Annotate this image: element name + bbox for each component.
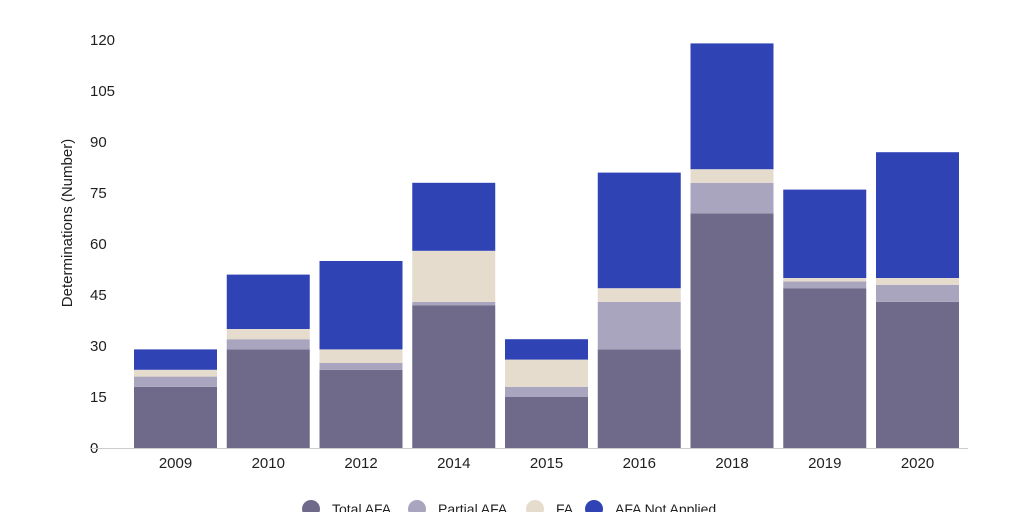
legend-swatch [408, 500, 426, 512]
x-tick-label: 2018 [715, 455, 748, 472]
bar-stack-2018 [690, 43, 774, 448]
legend-swatch [526, 500, 544, 512]
bar-stack-2012 [319, 261, 403, 448]
bar-stack-2014 [412, 182, 496, 448]
bar-segment-total-afa [690, 213, 774, 448]
bar-segment-fa [783, 278, 867, 282]
y-tick-label: 45 [90, 287, 107, 304]
x-tick-label: 2009 [159, 455, 192, 472]
x-tick-label: 2016 [623, 455, 656, 472]
bar-segment-fa [876, 278, 959, 285]
bar-segment-fa [412, 250, 496, 302]
bar-segment-partial-afa [690, 182, 774, 214]
bar-segment-partial-afa [876, 284, 959, 302]
bar-segment-afa-not-applied [319, 261, 403, 350]
legend-swatch [585, 500, 603, 512]
legend-item: AFA Not Applied [585, 500, 716, 512]
y-axis-title: Determinations (Number) [59, 139, 76, 307]
bar-segment-partial-afa [319, 363, 403, 370]
bar-segment-partial-afa [134, 376, 217, 387]
x-tick-label: 2014 [437, 455, 470, 472]
bar-segment-afa-not-applied [690, 43, 774, 170]
x-axis: 2009 2010 2012 2014 2015 2016 2018 2019 2020 [159, 455, 934, 472]
x-tick-label: 2015 [530, 455, 563, 472]
bar-segment-partial-afa [505, 386, 588, 397]
bar-segment-total-afa [597, 349, 681, 448]
bar-segment-afa-not-applied [505, 339, 588, 360]
bar-segment-fa [134, 369, 217, 377]
y-tick-label: 15 [90, 389, 107, 406]
y-tick-label: 30 [90, 338, 107, 355]
bar-segment-fa [597, 288, 681, 302]
legend-label: Total AFA [332, 501, 392, 512]
legend-label: Partial AFA [438, 501, 508, 512]
bar-segment-afa-not-applied [783, 189, 867, 278]
bar-segment-total-afa [134, 386, 217, 448]
x-tick-label: 2010 [252, 455, 285, 472]
bar-segment-afa-not-applied [597, 172, 681, 289]
y-tick-label: 90 [90, 134, 107, 151]
bar-segment-partial-afa [412, 301, 496, 306]
bar-segment-total-afa [505, 397, 588, 448]
legend: Total AFA Partial AFA FA AFA Not Applied [302, 500, 716, 512]
legend-item: Total AFA [302, 500, 392, 512]
bar-stack-2019 [783, 189, 867, 448]
x-tick-label: 2019 [808, 455, 841, 472]
y-tick-label: 75 [90, 185, 107, 202]
legend-swatch [302, 500, 320, 512]
bar-segment-fa [690, 169, 774, 183]
legend-item: FA [526, 500, 574, 512]
legend-label: AFA Not Applied [615, 501, 716, 512]
bar-segment-total-afa [319, 369, 403, 448]
bar-segment-partial-afa [226, 339, 310, 350]
legend-label: FA [556, 501, 574, 512]
bars [134, 43, 959, 448]
bar-stack-2016 [597, 172, 681, 448]
bar-segment-fa [226, 329, 310, 340]
bar-segment-afa-not-applied [226, 274, 310, 329]
bar-segment-fa [505, 359, 588, 387]
bar-segment-total-afa [783, 288, 867, 448]
x-tick-label: 2020 [901, 455, 934, 472]
bar-stack-2020 [876, 152, 959, 448]
bar-stack-2010 [226, 274, 310, 448]
x-tick-label: 2012 [344, 455, 377, 472]
bar-segment-afa-not-applied [412, 182, 496, 251]
bar-stack-2015 [505, 339, 588, 448]
legend-item: Partial AFA [408, 500, 508, 512]
y-tick-label: 105 [90, 83, 115, 100]
bar-segment-afa-not-applied [134, 349, 217, 370]
bar-segment-afa-not-applied [876, 152, 959, 278]
bar-segment-total-afa [226, 349, 310, 448]
bar-stack-2009 [134, 349, 217, 448]
bar-segment-total-afa [876, 301, 959, 448]
y-tick-label: 120 [90, 32, 115, 49]
y-tick-label: 60 [90, 236, 107, 253]
bar-segment-partial-afa [597, 301, 681, 350]
bar-segment-fa [319, 349, 403, 363]
bar-segment-partial-afa [783, 281, 867, 289]
bar-segment-total-afa [412, 305, 496, 448]
